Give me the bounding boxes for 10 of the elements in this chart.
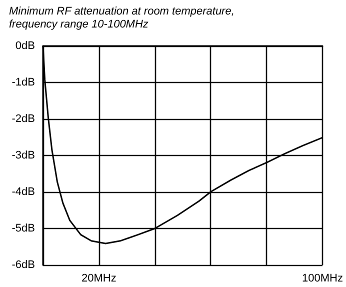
y-tick-label: -5dB <box>12 222 35 234</box>
x-tick-label: 20MHz <box>81 272 116 284</box>
y-tick-label: -3dB <box>12 150 35 162</box>
y-tick-label: 0dB <box>15 40 35 52</box>
y-tick-label: -6dB <box>12 259 35 271</box>
y-tick-label: -1dB <box>12 76 35 88</box>
y-tick-label: -4dB <box>12 186 35 198</box>
x-tick-label: 100MHz <box>302 272 344 284</box>
chart-title: Minimum RF attenuation at room temperature, frequency range 10-100MHz <box>9 6 234 30</box>
y-tick-label: -2dB <box>12 113 35 125</box>
